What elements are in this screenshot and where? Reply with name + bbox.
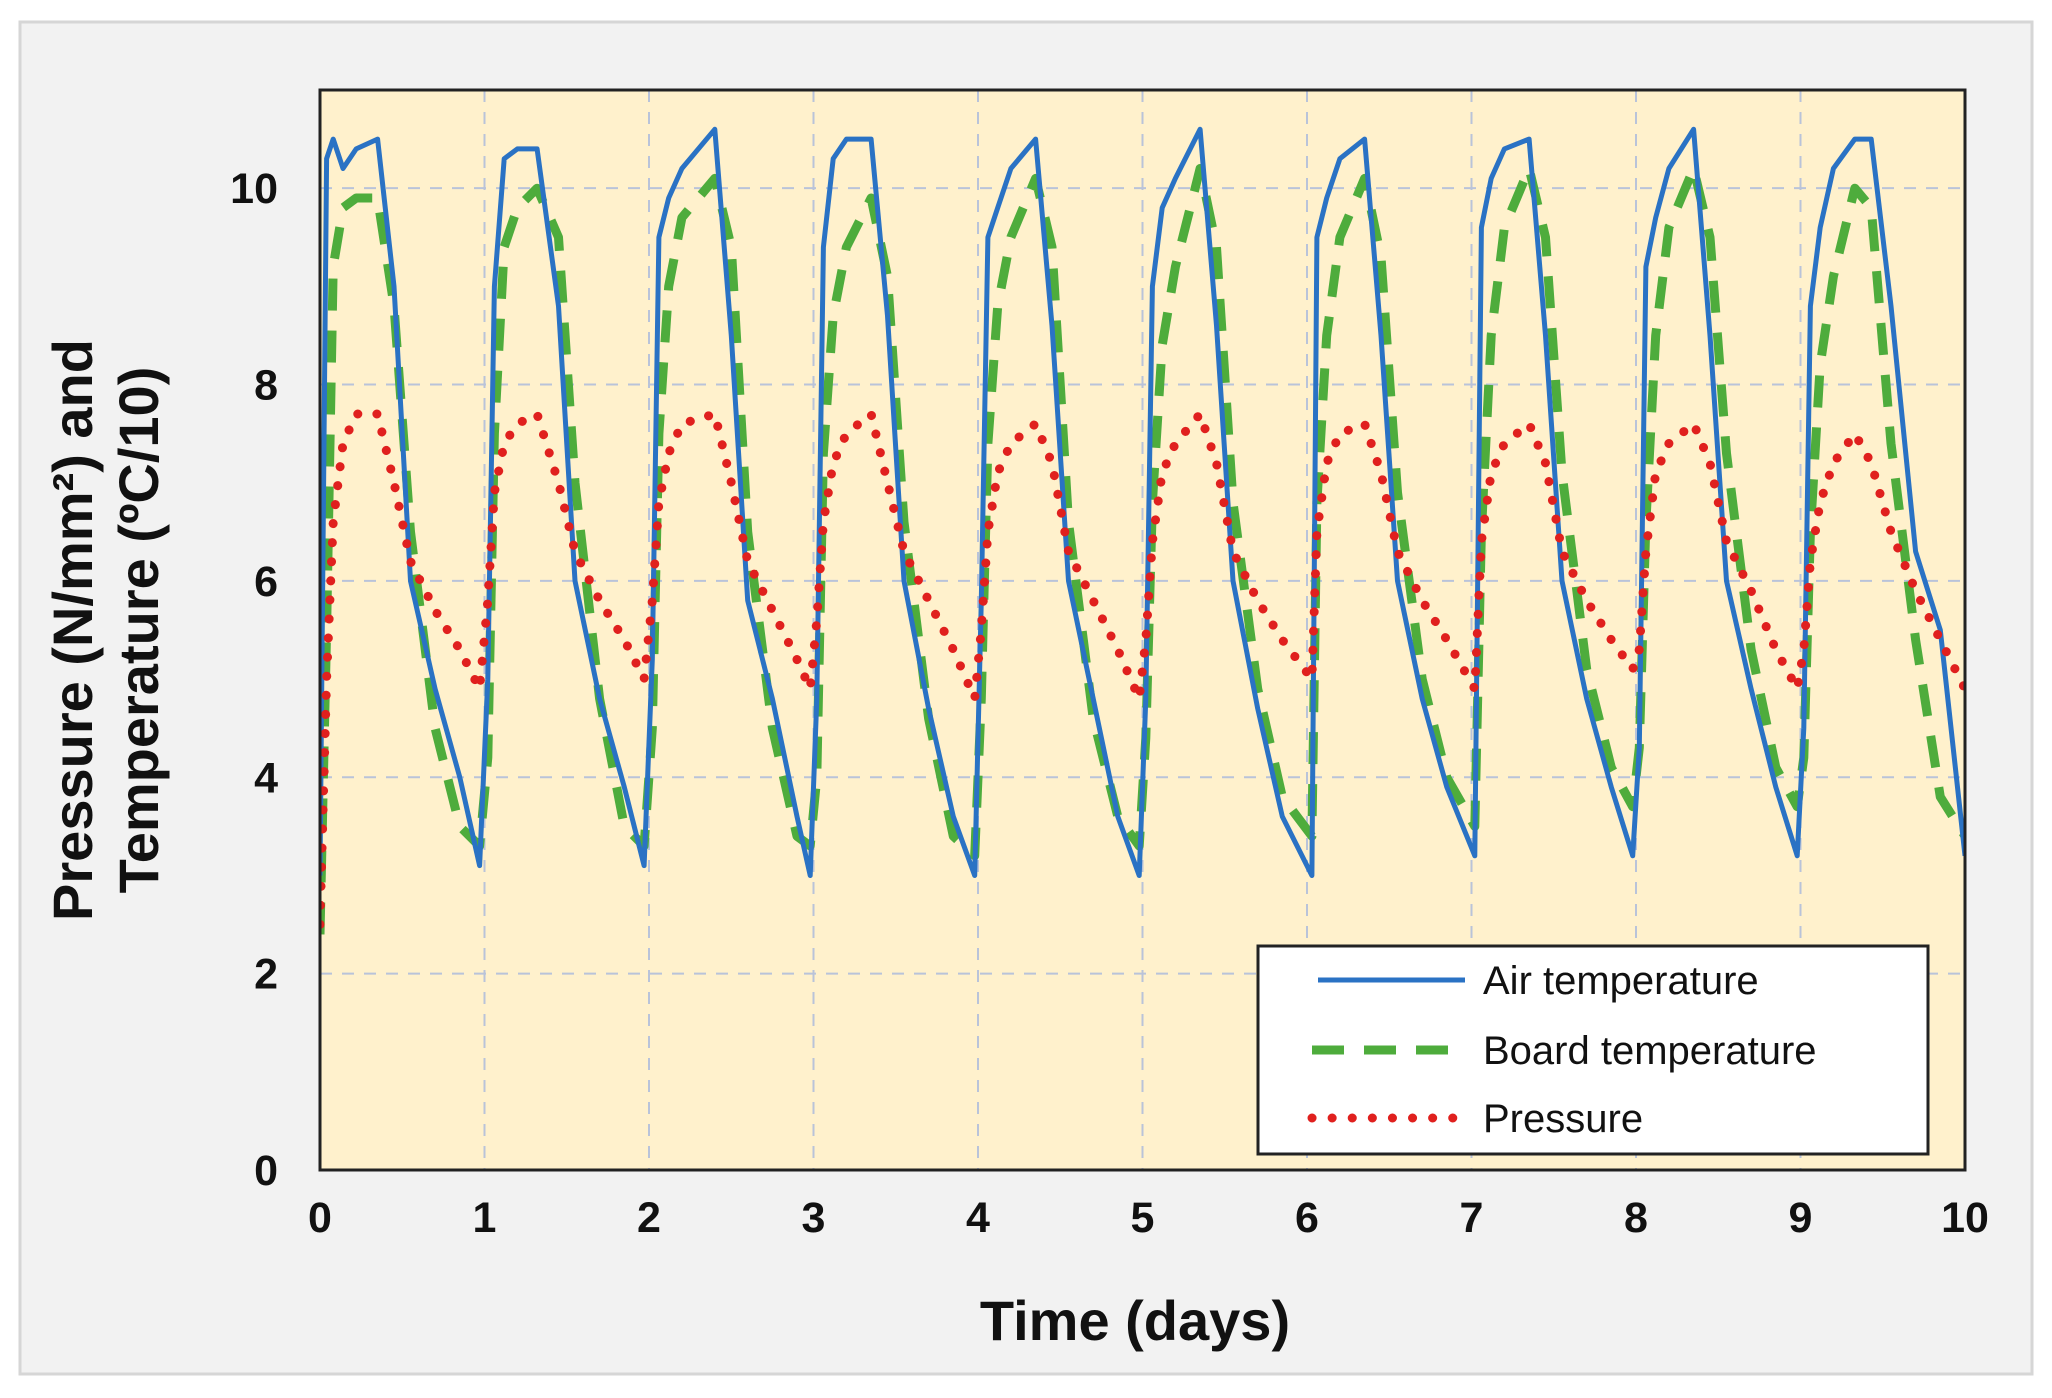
- x-tick-label: 9: [1789, 1194, 1813, 1242]
- y-axis-label: Pressure (N/mm²) and Temperature (ºC/10): [41, 339, 170, 921]
- y-tick-labels: 0 2 4 6 8 10: [230, 165, 278, 1195]
- legend: Air temperature Board temperature Pressu…: [1256, 944, 1930, 1156]
- x-tick-label: 1: [473, 1194, 497, 1242]
- legend-label-pressure: Pressure: [1483, 1097, 1643, 1141]
- y-tick-label: 0: [254, 1147, 278, 1195]
- y-axis-label-line1: Pressure (N/mm²) and: [41, 339, 104, 921]
- series-line-air-temperature: [320, 126, 1965, 878]
- plot-frame: [318, 88, 1967, 1172]
- y-axis-label-line2: Temperature (ºC/10): [107, 367, 170, 894]
- x-tick-label: 5: [1131, 1194, 1155, 1242]
- y-tick-label: 10: [230, 165, 278, 213]
- gridlines: [320, 90, 1965, 1170]
- x-tick-labels: 0 1 2 3 4 5 6 7 8 9 10: [308, 1194, 1989, 1242]
- y-tick-label: 6: [254, 558, 278, 606]
- series-layer: [320, 126, 1965, 935]
- x-tick-label: 0: [308, 1194, 332, 1242]
- x-tick-label: 7: [1460, 1194, 1484, 1242]
- x-tick-label: 3: [802, 1194, 826, 1242]
- x-tick-label: 10: [1941, 1194, 1989, 1242]
- series-line-pressure: [320, 409, 1965, 929]
- y-tick-label: 4: [254, 754, 278, 802]
- x-tick-label: 2: [637, 1194, 661, 1242]
- x-tick-label: 4: [966, 1194, 990, 1242]
- x-tick-label: 6: [1295, 1194, 1319, 1242]
- legend-label-air-temperature: Air temperature: [1483, 959, 1759, 1003]
- x-tick-label: 8: [1624, 1194, 1648, 1242]
- y-tick-label: 8: [254, 362, 278, 410]
- y-tick-label: 2: [254, 951, 278, 999]
- x-axis-label: Time (days): [980, 1289, 1290, 1352]
- legend-label-board-temperature: Board temperature: [1483, 1029, 1817, 1073]
